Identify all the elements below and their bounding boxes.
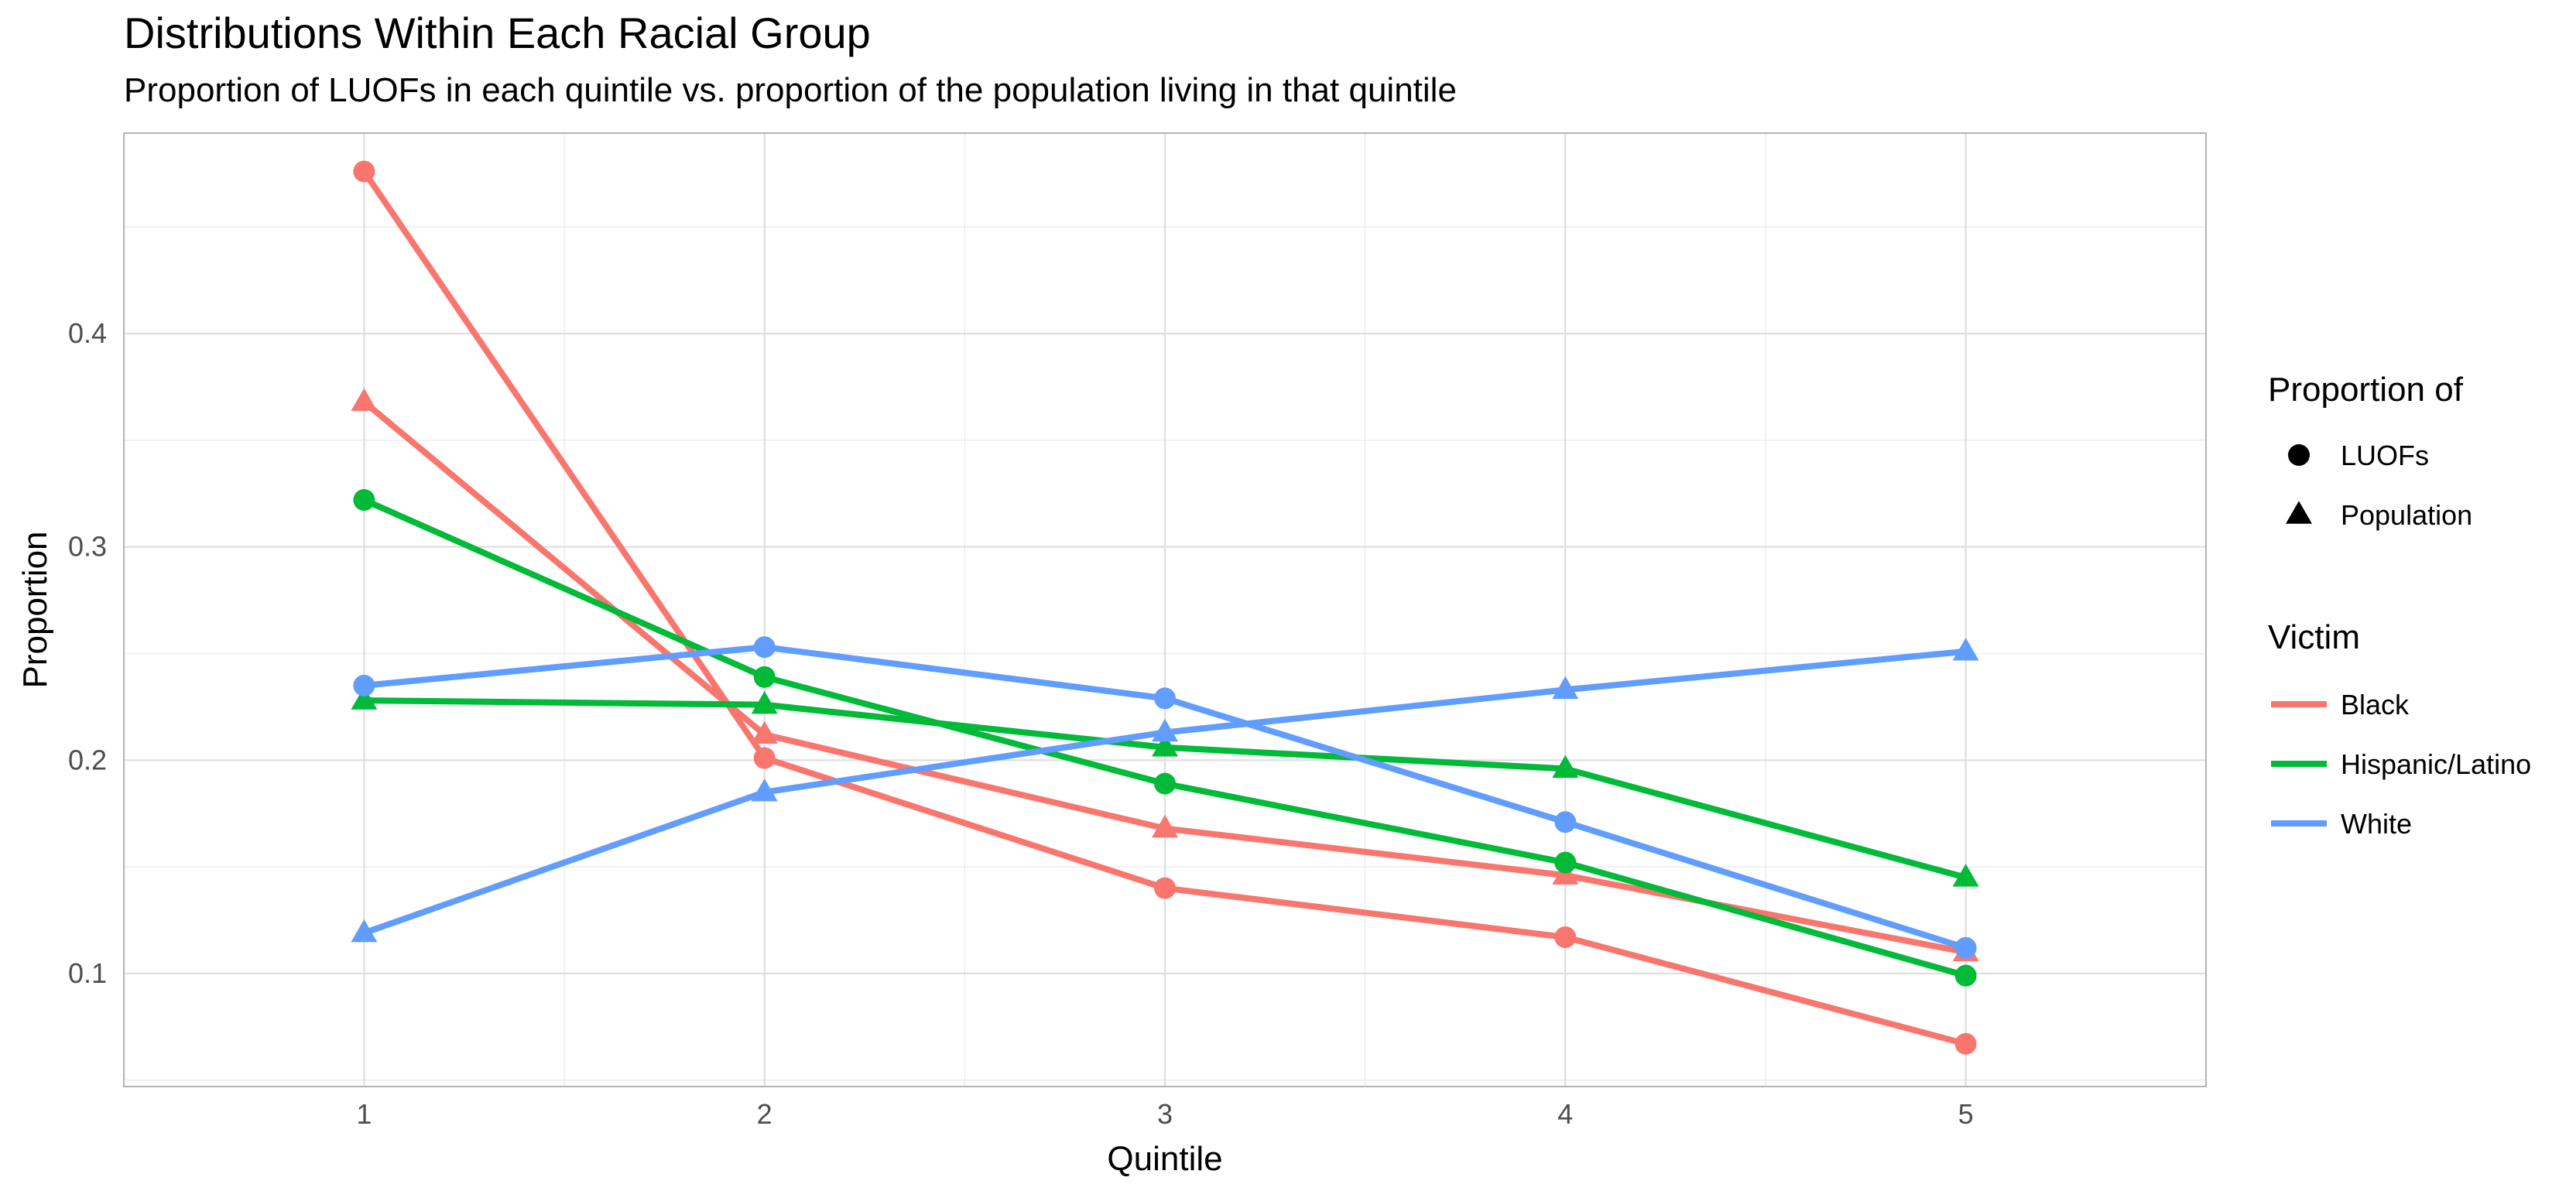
data-point-white-population <box>1552 676 1579 700</box>
legend-title-shape: Proportion of <box>2268 371 2464 409</box>
legend-label: Hispanic/Latino <box>2341 748 2531 780</box>
data-point-white-luofs <box>1954 936 1977 959</box>
data-point-white-population <box>1152 718 1178 742</box>
data-point-black-population <box>1152 814 1178 838</box>
legend-label: LUOFs <box>2341 440 2429 471</box>
data-point-white-luofs <box>353 674 375 696</box>
data-points <box>351 160 1979 1055</box>
data-point-black-population <box>351 388 378 412</box>
data-point-black-luofs <box>1954 1032 1977 1055</box>
data-point-black-luofs <box>1554 926 1577 949</box>
data-point-hispanic-latino-luofs <box>1154 772 1176 795</box>
legend-title-color: Victim <box>2268 618 2360 656</box>
x-tick-label: 2 <box>757 1098 772 1130</box>
y-tick-label: 0.2 <box>68 744 107 775</box>
x-axis-title: Quintile <box>1107 1140 1222 1178</box>
data-point-hispanic-latino-luofs <box>1554 851 1577 874</box>
x-tick-label: 1 <box>356 1098 372 1130</box>
plot-panel-border <box>123 132 2207 1087</box>
data-point-white-luofs <box>753 636 776 659</box>
data-point-hispanic-latino-luofs <box>1954 964 1977 987</box>
chart-subtitle: Proportion of LUOFs in each quintile vs.… <box>124 71 1457 109</box>
data-point-hispanic-latino-population <box>1152 734 1178 757</box>
legend-label: Black <box>2341 689 2410 720</box>
axes: 0.1 0.2 0.3 0.4 1 2 3 4 5 <box>68 317 1974 1130</box>
data-point-white-luofs <box>1154 687 1176 710</box>
x-tick-label: 3 <box>1157 1098 1173 1130</box>
y-tick-label: 0.1 <box>68 957 107 989</box>
data-point-white-population <box>751 778 778 802</box>
data-point-hispanic-latino-population <box>351 686 378 710</box>
legend: Proportion of LUOFs Population Victim Black H… <box>2268 371 2531 840</box>
x-tick-label: 4 <box>1557 1098 1573 1130</box>
data-point-black-luofs <box>353 160 375 183</box>
y-axis-title: Proportion <box>16 531 54 688</box>
legend-key-triangle-icon <box>2286 501 2312 524</box>
data-point-white-population <box>1952 638 1979 661</box>
y-tick-label: 0.3 <box>68 531 107 563</box>
data-point-hispanic-latino-population <box>1552 755 1579 779</box>
data-point-hispanic-latino-luofs <box>353 489 375 512</box>
data-point-white-population <box>351 919 378 943</box>
data-point-hispanic-latino-luofs <box>753 666 776 688</box>
data-point-black-luofs <box>1154 877 1176 899</box>
legend-key-circle-icon <box>2288 444 2310 466</box>
legend-label: Population <box>2341 499 2472 531</box>
legend-label: White <box>2341 808 2412 840</box>
x-tick-label: 5 <box>1958 1098 1974 1130</box>
data-point-black-luofs <box>753 747 776 769</box>
data-point-hispanic-latino-population <box>1952 864 1979 887</box>
data-point-white-luofs <box>1554 811 1577 833</box>
data-point-hispanic-latino-population <box>751 690 778 714</box>
data-point-black-population <box>751 720 778 744</box>
y-tick-label: 0.4 <box>68 317 107 349</box>
chart-title: Distributions Within Each Racial Group <box>124 9 871 57</box>
